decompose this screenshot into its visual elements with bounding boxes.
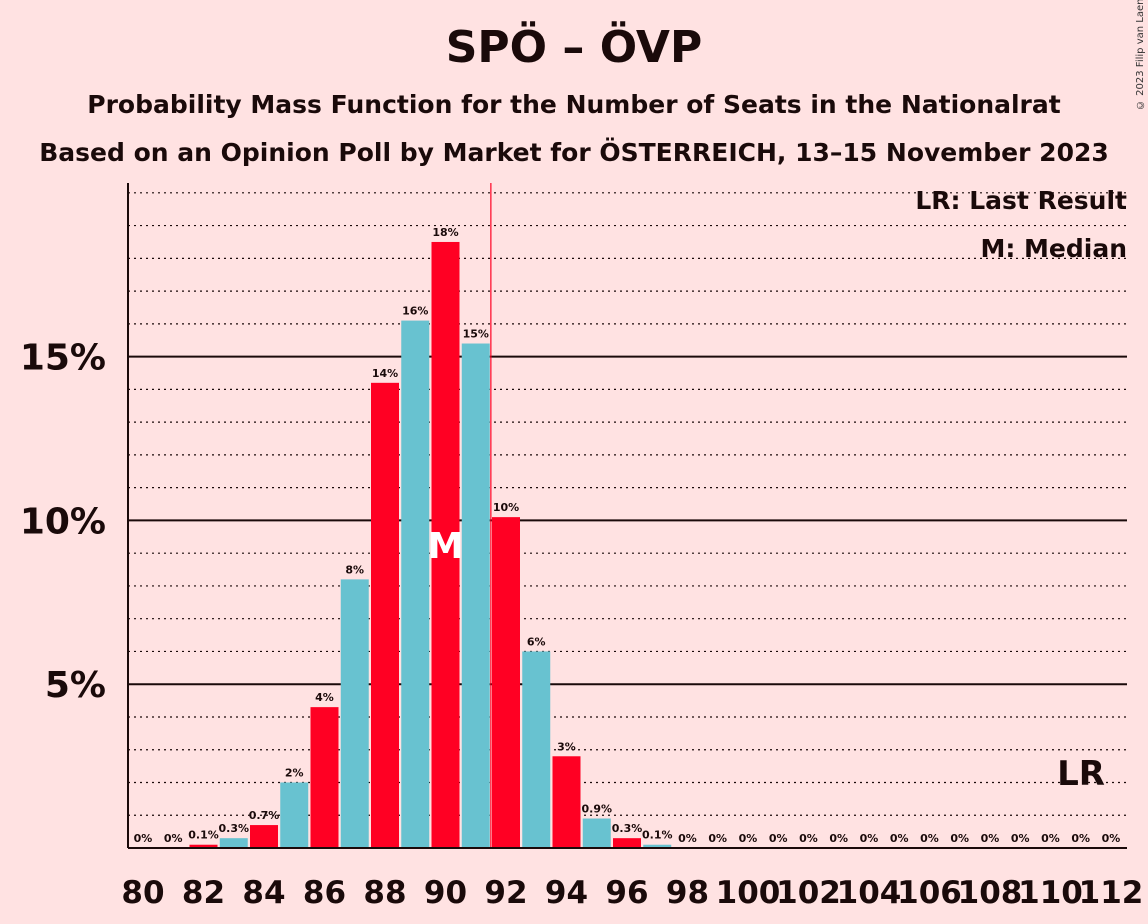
bar-value-label: 14%: [372, 367, 398, 380]
bar-seat-82: [189, 844, 218, 848]
bar-seat-95: [582, 818, 611, 848]
last-result-marker: LR: [1057, 754, 1105, 794]
bar-seat-94: [552, 756, 581, 848]
chart-title: SPÖ – ÖVP: [445, 22, 703, 73]
bar-seat-87: [340, 579, 369, 848]
bar-value-label: 0.1%: [188, 829, 219, 842]
x-tick-label: 102: [776, 875, 841, 911]
median-marker: M: [428, 526, 464, 567]
legend-median: M: Median: [980, 234, 1127, 263]
bar-value-label: 3%: [557, 740, 576, 753]
x-tick-label: 100: [716, 875, 781, 911]
bar-value-label: 6%: [527, 635, 546, 648]
x-tick-label: 112: [1079, 875, 1144, 911]
bar-seat-92: [492, 517, 520, 848]
bar-value-label: 16%: [402, 305, 428, 318]
x-tick-label: 110: [1018, 875, 1083, 911]
x-tick-label: 88: [363, 875, 406, 911]
x-tick-label: 104: [837, 875, 902, 911]
bar-value-label: 0%: [134, 832, 153, 845]
legend-last-result: LR: Last Result: [915, 186, 1127, 215]
bar-value-label: 0%: [829, 832, 848, 845]
y-tick-label: 5%: [45, 665, 106, 706]
bar-value-label: 0%: [769, 832, 788, 845]
bar-value-label: 0%: [164, 832, 183, 845]
y-tick-label: 15%: [20, 338, 106, 379]
bar-value-label: 0%: [981, 832, 1000, 845]
bar-value-label: 18%: [432, 226, 458, 239]
bar-value-label: 4%: [315, 691, 334, 704]
x-tick-label: 82: [182, 875, 225, 911]
bar-value-label: 0%: [739, 832, 758, 845]
bar-value-label: 10%: [493, 501, 519, 514]
x-tick-label: 86: [303, 875, 346, 911]
chart-subtitle: Probability Mass Function for the Number…: [87, 90, 1061, 119]
bar-seat-85: [280, 782, 309, 848]
bar-value-label: 0.3%: [218, 822, 249, 835]
bar-value-label: 15%: [463, 328, 489, 341]
x-tick-label: 98: [666, 875, 709, 911]
x-tick-label: 90: [424, 875, 467, 911]
x-tick-label: 96: [605, 875, 648, 911]
bar-value-label: 0%: [708, 832, 727, 845]
bar-seat-91: [461, 343, 490, 848]
chart-source-line: Based on an Opinion Poll by Market for Ö…: [39, 138, 1109, 167]
bar-value-label: 0.7%: [249, 809, 280, 822]
bar-value-label: 0.3%: [612, 822, 643, 835]
x-tick-label: 80: [121, 875, 164, 911]
bar-value-label: 0%: [860, 832, 879, 845]
bar-value-label: 0%: [950, 832, 969, 845]
bar-value-label: 0%: [1071, 832, 1090, 845]
bar-value-label: 0%: [890, 832, 909, 845]
bars: [189, 241, 672, 849]
x-tick-label: 92: [484, 875, 527, 911]
bar-seat-88: [371, 382, 399, 848]
axes: [127, 183, 1127, 849]
bar-seat-84: [250, 825, 278, 848]
tick-labels: 5% 10% 15% 80 82 84 86 88 90 92 94 96 98 100102104106…: [20, 338, 1144, 911]
bar-value-label: 0%: [678, 832, 697, 845]
x-tick-label: 106: [897, 875, 962, 911]
bar-value-label: 0.1%: [642, 829, 673, 842]
x-tick-label: 94: [545, 875, 588, 911]
bar-seat-93: [522, 651, 551, 848]
bar-value-label: 0%: [1041, 832, 1060, 845]
bar-seat-86: [310, 707, 339, 848]
bar-value-label: 0.9%: [581, 803, 612, 816]
bar-value-label: 0%: [920, 832, 939, 845]
bar-seat-89: [401, 320, 430, 849]
bar-value-label: 8%: [345, 563, 364, 576]
bar-seat-83: [219, 838, 248, 848]
x-tick-label: 84: [242, 875, 285, 911]
bar-value-label: 0%: [1102, 832, 1121, 845]
bar-value-label: 0%: [799, 832, 818, 845]
bar-value-labels: 0% 0% 0.1%0.3%0.7%2%4%8%14%16%18%15%10%6%3…: [134, 226, 1121, 845]
bar-seat-90: [431, 241, 460, 848]
bar-seat-97: [643, 844, 672, 848]
x-tick-label: 108: [958, 875, 1023, 911]
bar-seat-96: [613, 838, 641, 848]
gridlines: [128, 192, 1127, 816]
bar-value-label: 2%: [285, 766, 304, 779]
bar-value-label: 0%: [1011, 832, 1030, 845]
y-tick-label: 10%: [20, 501, 106, 542]
